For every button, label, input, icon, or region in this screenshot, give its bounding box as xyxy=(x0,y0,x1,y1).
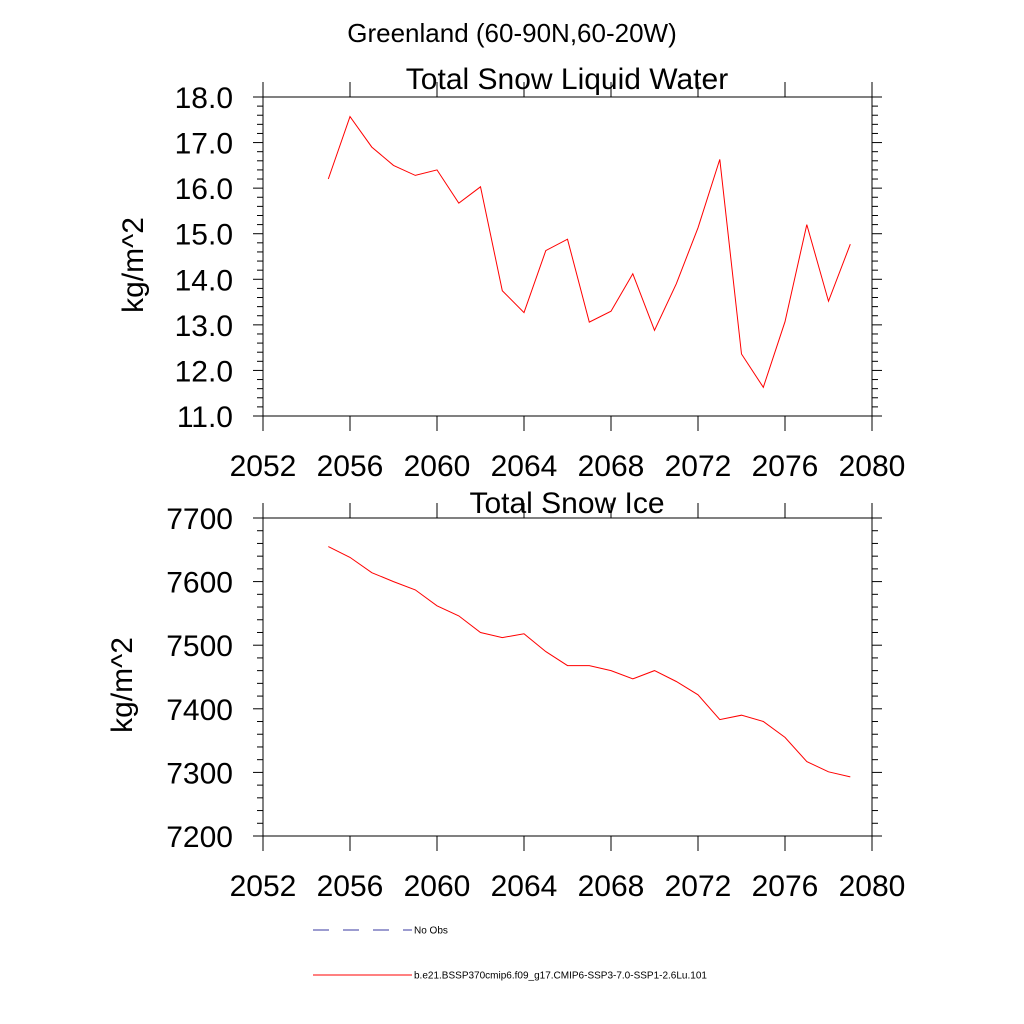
x-tick-label: 2076 xyxy=(752,870,819,903)
y-axis-label-liquid-water: kg/m^2 xyxy=(117,217,150,313)
panel-total-snow-ice: Total Snow Ice kg/m^2 2052 2056 2060 2064 20… xyxy=(106,487,905,903)
x-tick-label: 2076 xyxy=(752,450,819,483)
series-snow-ice xyxy=(328,546,851,778)
chart-title-snow-ice: Total Snow Ice xyxy=(469,487,664,520)
x-tick-label: 2080 xyxy=(839,870,906,903)
x-tick-label: 2052 xyxy=(230,450,297,483)
legend-label-no-obs: No Obs xyxy=(414,926,448,937)
legend: No Obs b.e21.BSSP370cmip6.f09_g17.CMIP6-… xyxy=(313,926,707,982)
series-line-snow-ice xyxy=(328,546,851,778)
tick-labels-snow-ice: 2052 2056 2060 2064 2068 2072 2076 2080 7200 7300… xyxy=(166,503,905,903)
figure-title: Greenland (60-90N,60-20W) xyxy=(347,18,677,48)
y-tick-label: 17.0 xyxy=(175,128,233,161)
x-tick-label: 2072 xyxy=(665,870,732,903)
y-tick-label: 7200 xyxy=(166,821,233,854)
x-tick-label: 2056 xyxy=(317,450,384,483)
y-tick-label: 7300 xyxy=(166,757,233,790)
legend-label-model: b.e21.BSSP370cmip6.f09_g17.CMIP6-SSP3-7.… xyxy=(414,971,707,982)
x-tick-label: 2060 xyxy=(404,870,471,903)
chart-title-liquid-water: Total Snow Liquid Water xyxy=(406,63,728,96)
tick-labels-liquid-water: 2052 2056 2060 2064 2068 2072 2076 2080 11.0 12.0… xyxy=(175,82,906,483)
plot-frame-liquid-water xyxy=(262,96,873,417)
x-tick-label: 2068 xyxy=(578,870,645,903)
ticks-snow-ice xyxy=(253,503,882,851)
x-tick-label: 2080 xyxy=(839,450,906,483)
series-line-liquid-water xyxy=(327,115,851,389)
plot-frame-snow-ice xyxy=(262,517,873,837)
y-tick-label: 7700 xyxy=(166,503,233,536)
y-tick-label: 12.0 xyxy=(175,355,233,388)
y-tick-label: 16.0 xyxy=(175,173,233,206)
x-tick-label: 2072 xyxy=(665,450,732,483)
y-tick-label: 7500 xyxy=(166,630,233,663)
y-tick-label: 7400 xyxy=(166,694,233,727)
y-tick-label: 14.0 xyxy=(175,264,233,297)
y-tick-label: 18.0 xyxy=(175,82,233,115)
y-tick-label: 15.0 xyxy=(175,219,233,252)
y-axis-label-snow-ice: kg/m^2 xyxy=(106,637,139,733)
x-tick-label: 2064 xyxy=(491,450,558,483)
y-tick-label: 7600 xyxy=(166,567,233,600)
ticks-liquid-water xyxy=(253,82,882,431)
x-tick-label: 2056 xyxy=(317,870,384,903)
series-liquid-water xyxy=(327,115,851,389)
panel-total-snow-liquid-water: Total Snow Liquid Water kg/m^2 2052 2056 2… xyxy=(117,63,905,483)
x-tick-label: 2060 xyxy=(404,450,471,483)
x-tick-label: 2068 xyxy=(578,450,645,483)
x-tick-label: 2064 xyxy=(491,870,558,903)
y-tick-label: 13.0 xyxy=(175,310,233,343)
x-tick-label: 2052 xyxy=(230,870,297,903)
y-tick-label: 11.0 xyxy=(177,401,233,434)
